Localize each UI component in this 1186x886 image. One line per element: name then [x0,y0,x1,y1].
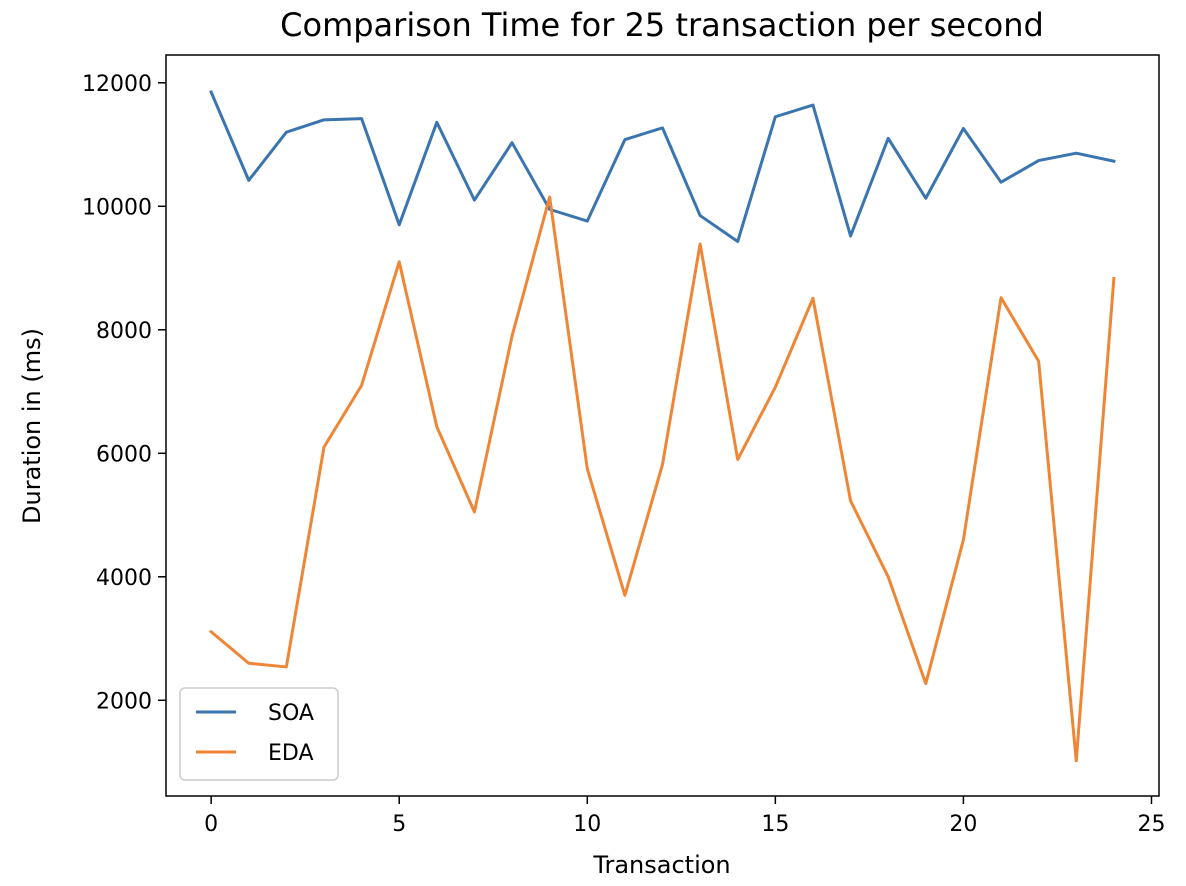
y-tick-label: 12000 [82,72,152,97]
series-line-eda [209,195,1116,763]
y-tick-label: 6000 [96,442,152,467]
y-tick-label: 4000 [96,566,152,591]
y-tick-label: 2000 [96,689,152,714]
x-tick-label: 10 [573,812,601,837]
x-tick-label: 15 [761,812,789,837]
legend-label-soa: SOA [268,701,314,726]
y-axis-label: Duration in (ms) [18,328,46,524]
legend: SOA EDA [179,687,339,781]
series-line-soa [209,90,1116,243]
y-axis-ticks: 2000 4000 6000 8000 10000 12000 [82,72,166,714]
y-tick-label: 8000 [96,319,152,344]
y-tick-label: 10000 [82,195,152,220]
legend-box [179,687,339,781]
x-axis-label: Transaction [592,851,730,879]
x-tick-label: 5 [392,812,406,837]
x-axis-ticks: 0 5 10 15 20 25 [204,796,1165,837]
legend-label-eda: EDA [268,741,314,766]
x-tick-label: 25 [1137,812,1165,837]
series-layer [209,90,1116,763]
x-tick-label: 0 [204,812,218,837]
plot-frame [165,54,1160,797]
plot-background [166,55,1159,796]
x-tick-label: 20 [949,812,977,837]
chart-title: Comparison Time for 25 transaction per s… [280,6,1044,44]
